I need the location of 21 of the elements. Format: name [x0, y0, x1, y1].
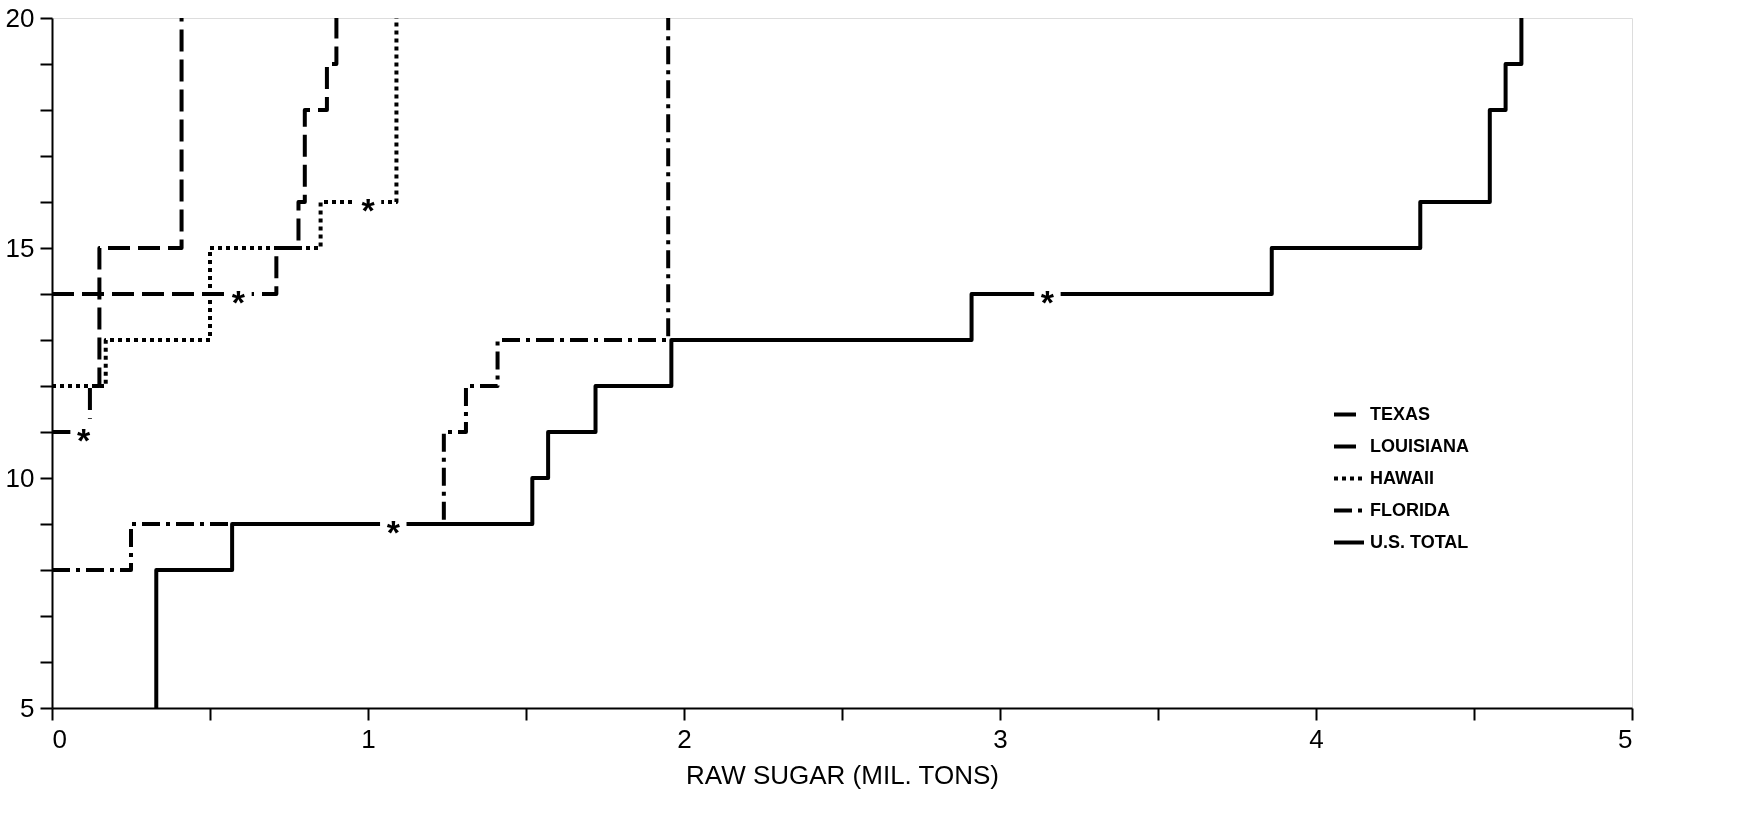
x-tick-label: 4 [1309, 723, 1324, 754]
y-tick-label: 10 [5, 462, 35, 493]
x-tick-label: 0 [52, 723, 67, 754]
x-tick-label: 3 [993, 723, 1008, 754]
legend-label: TEXAS [1370, 403, 1431, 424]
annotation: * [1040, 283, 1055, 321]
x-tick-label: 1 [361, 723, 376, 754]
legend-label: HAWAII [1370, 467, 1435, 488]
x-tick-label: 5 [1618, 723, 1633, 754]
legend-label: LOUISIANA [1370, 435, 1469, 456]
x-axis-title: RAW SUGAR (MIL. TONS) [686, 759, 999, 790]
y-tick-label: 15 [5, 232, 35, 263]
y-tick-label: 20 [5, 2, 35, 33]
annotation: * [386, 513, 401, 551]
y-tick-label: 5 [20, 692, 35, 723]
annotation: * [231, 283, 246, 321]
annotation: * [361, 191, 376, 229]
x-tick-label: 2 [677, 723, 692, 754]
annotation: * [76, 421, 91, 459]
legend-label: U.S. TOTAL [1370, 531, 1469, 552]
legend-label: FLORIDA [1370, 499, 1450, 520]
